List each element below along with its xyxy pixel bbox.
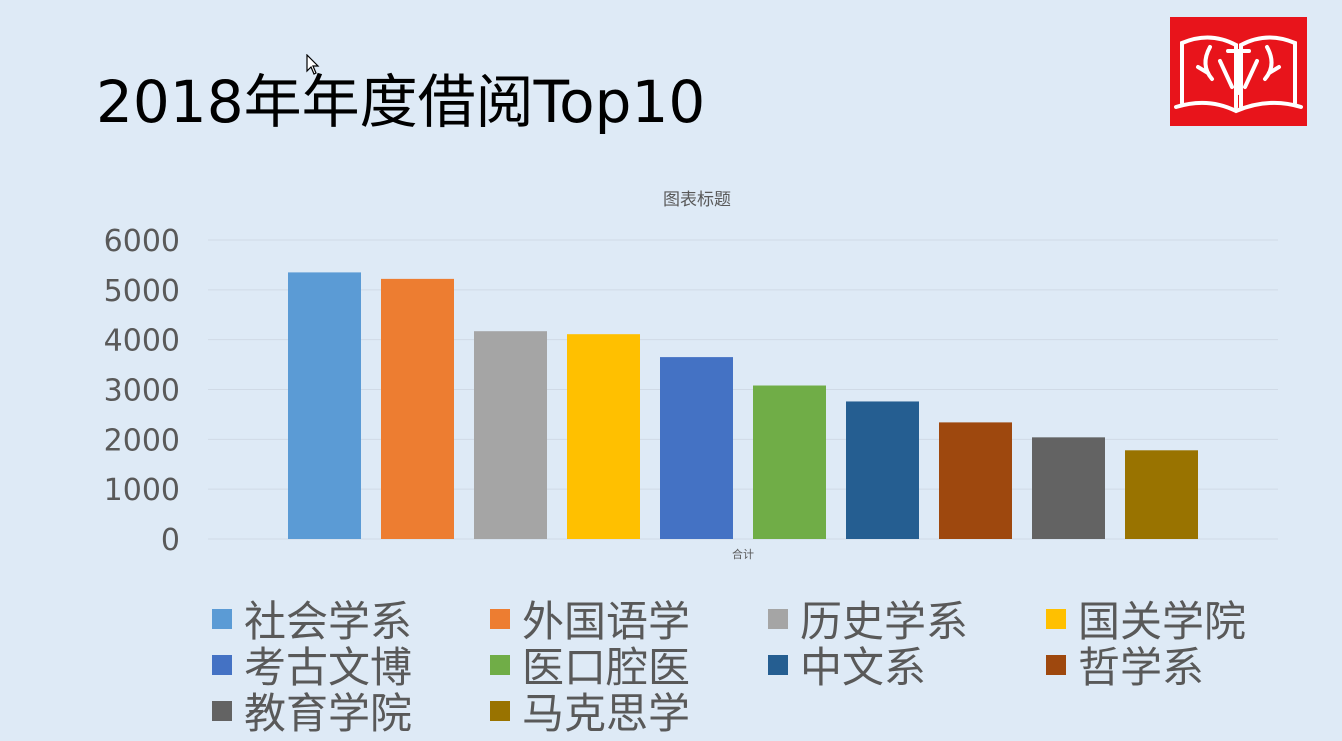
university-logo-icon — [1170, 17, 1307, 126]
legend-swatch — [490, 608, 510, 629]
legend-label: 国关学院 — [1078, 597, 1247, 646]
bar-1 — [288, 272, 361, 539]
legend-item: 外国语学 — [490, 588, 690, 649]
y-tick-label: 0 — [161, 523, 180, 558]
legend-swatch — [212, 700, 232, 721]
legend-item: 医口腔医 — [490, 634, 690, 695]
gridlines — [208, 239, 1278, 540]
legend-label: 中文系 — [800, 643, 927, 692]
x-tick-label: 合计 — [732, 547, 754, 561]
legend-swatch — [490, 654, 510, 675]
bar-4 — [567, 334, 640, 539]
y-tick-label: 3000 — [104, 374, 180, 409]
legend-swatch — [768, 654, 788, 675]
bar-7 — [846, 401, 919, 539]
legend-label: 考古文博 — [244, 643, 413, 692]
legend-label: 马克思学 — [522, 689, 691, 738]
mouse-cursor-icon — [306, 54, 320, 75]
legend-swatch — [1046, 654, 1066, 675]
y-tick-label: 6000 — [104, 224, 180, 259]
bar-3 — [474, 331, 547, 539]
legend-label: 历史学系 — [800, 597, 969, 646]
legend-label: 社会学系 — [244, 597, 413, 646]
y-tick-label: 5000 — [104, 274, 180, 309]
legend-swatch — [212, 654, 232, 675]
legend-item: 考古文博 — [212, 634, 412, 695]
legend-label: 教育学院 — [244, 689, 413, 738]
slide-title: 2018年年度借阅Top10 — [96, 68, 706, 136]
legend-swatch — [212, 608, 232, 629]
legend-item: 哲学系 — [1046, 634, 1204, 695]
bar-9 — [1032, 437, 1105, 539]
bar-8 — [939, 422, 1012, 539]
y-tick-label: 2000 — [104, 423, 180, 458]
bar-5 — [660, 357, 733, 539]
y-axis-tick-labels: 0 1000 2000 3000 4000 5000 6000 — [104, 224, 180, 558]
legend-label: 医口腔医 — [522, 643, 691, 692]
legend-label: 哲学系 — [1078, 643, 1205, 692]
bar-chart: 图表标题 0 1000 2000 3000 4000 5000 6000 合计 — [104, 190, 1278, 561]
legend-item: 历史学系 — [768, 588, 968, 649]
x-axis-tick-labels: 合计 — [732, 547, 754, 561]
y-tick-label: 1000 — [104, 473, 180, 508]
legend-item: 社会学系 — [212, 588, 412, 649]
legend-item: 中文系 — [768, 634, 926, 695]
legend-item: 教育学院 — [212, 680, 412, 741]
legend-swatch — [768, 608, 788, 629]
bars — [288, 272, 1198, 539]
y-tick-label: 4000 — [104, 324, 180, 359]
bar-10 — [1125, 450, 1198, 539]
legend-label: 外国语学 — [522, 597, 691, 646]
legend-item: 国关学院 — [1046, 588, 1246, 649]
chart-title: 图表标题 — [663, 190, 731, 210]
legend-swatch — [490, 700, 510, 721]
legend-swatch — [1046, 608, 1066, 629]
bar-2 — [381, 278, 454, 539]
bar-6 — [753, 385, 826, 539]
legend-item: 马克思学 — [490, 680, 690, 741]
